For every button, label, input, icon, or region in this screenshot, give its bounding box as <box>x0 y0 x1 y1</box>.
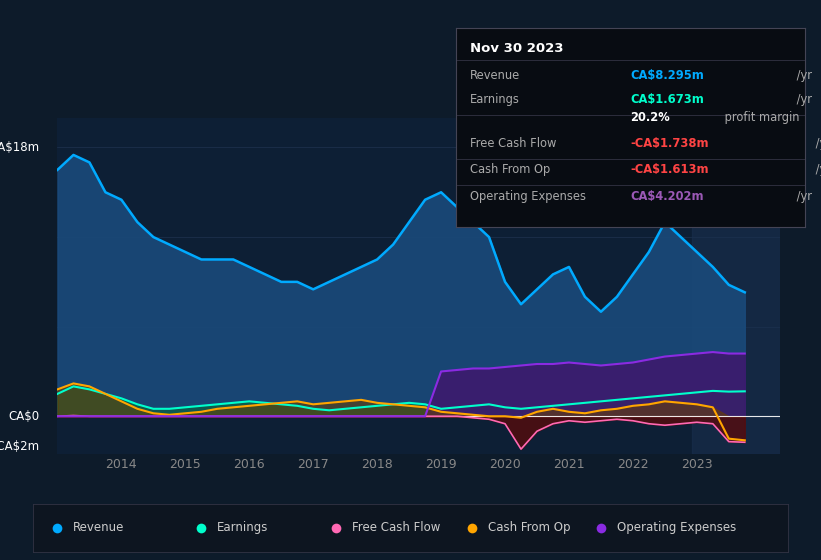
Text: CA$18m: CA$18m <box>0 141 39 154</box>
Text: /yr: /yr <box>811 137 821 150</box>
Text: Earnings: Earnings <box>470 93 520 106</box>
Text: /yr: /yr <box>811 162 821 176</box>
Text: Free Cash Flow: Free Cash Flow <box>352 521 441 534</box>
Text: -CA$1.613m: -CA$1.613m <box>631 162 709 176</box>
Text: CA$4.202m: CA$4.202m <box>631 190 704 203</box>
Text: 20.2%: 20.2% <box>631 111 670 124</box>
Text: Operating Expenses: Operating Expenses <box>470 190 585 203</box>
Text: /yr: /yr <box>793 93 813 106</box>
Text: Revenue: Revenue <box>73 521 124 534</box>
Text: Earnings: Earnings <box>217 521 268 534</box>
Text: profit margin: profit margin <box>721 111 800 124</box>
Text: Cash From Op: Cash From Op <box>488 521 571 534</box>
Text: CA$0: CA$0 <box>8 410 39 423</box>
Bar <box>692 118 793 454</box>
Text: Cash From Op: Cash From Op <box>470 162 550 176</box>
Text: Revenue: Revenue <box>470 69 520 82</box>
Text: -CA$2m: -CA$2m <box>0 440 39 452</box>
Text: /yr: /yr <box>793 190 813 203</box>
Text: Nov 30 2023: Nov 30 2023 <box>470 42 563 55</box>
Text: CA$8.295m: CA$8.295m <box>631 69 704 82</box>
Text: /yr: /yr <box>793 69 813 82</box>
Text: Operating Expenses: Operating Expenses <box>617 521 736 534</box>
Text: CA$1.673m: CA$1.673m <box>631 93 704 106</box>
Text: Free Cash Flow: Free Cash Flow <box>470 137 556 150</box>
Text: -CA$1.738m: -CA$1.738m <box>631 137 709 150</box>
